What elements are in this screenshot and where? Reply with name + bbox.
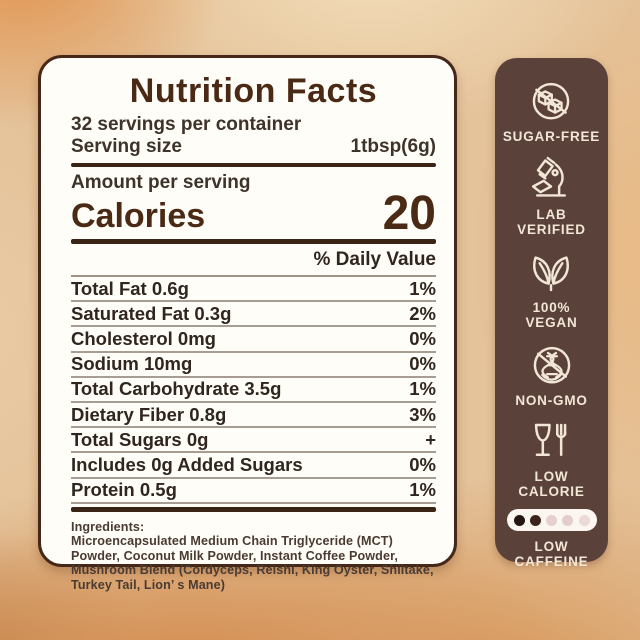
nutrient-value: 0%	[409, 327, 436, 349]
feature-badges-sidebar: SUGAR-FREE LAB VERIFIED	[495, 58, 608, 569]
glass-fork-icon	[535, 423, 567, 456]
serving-size-label: Serving size	[71, 136, 182, 157]
ingredients-text: Microencapsulated Medium Chain Triglycer…	[71, 534, 434, 593]
nutrient-row-saturated-fat: Saturated Fat 0.3g 2%	[71, 302, 436, 328]
nutrient-value: 1%	[409, 277, 436, 299]
daily-value-header: % Daily Value	[71, 247, 436, 277]
caffeine-meter	[506, 509, 597, 531]
nutrient-value: 1%	[409, 479, 436, 501]
nutrient-label: Total Carbohydrate 3.5g	[71, 378, 282, 400]
nutrient-value: 0%	[409, 353, 436, 375]
nutrient-label: Saturated Fat 0.3g	[71, 302, 232, 324]
nutrient-value: 0%	[409, 453, 436, 475]
badge-low-caffeine: LOW CAFFEINE	[506, 509, 597, 569]
caffeine-dot-filled	[513, 514, 525, 526]
badge-label: LOW CALORIE	[518, 469, 585, 499]
calories-value: 20	[382, 187, 436, 240]
badge-lab-verified: LAB VERIFIED	[517, 154, 586, 237]
badge-label: 100% VEGAN	[525, 300, 578, 330]
nutrient-row-dietary-fiber: Dietary Fiber 0.8g 3%	[71, 403, 436, 429]
calories-label: Calories	[71, 197, 206, 235]
nutrient-value: 2%	[409, 302, 436, 324]
microscope-icon	[532, 156, 567, 197]
divider-thick	[71, 506, 436, 512]
nutrient-value: 3%	[409, 403, 436, 425]
serving-size-value: 1tbsp(6g)	[350, 136, 437, 157]
nutrient-label: Total Fat 0.6g	[71, 277, 189, 299]
non-gmo-icon	[533, 346, 570, 384]
nutrient-value: +	[425, 428, 436, 450]
nutrient-row-total-carbohydrate: Total Carbohydrate 3.5g 1%	[71, 378, 436, 403]
badge-non-gmo: NON-GMO	[515, 340, 587, 408]
nutrient-label: Protein 0.5g	[71, 479, 177, 501]
serving-size-row: Serving size 1tbsp(6g)	[71, 136, 436, 157]
ingredients-block: Ingredients: Microencapsulated Medium Ch…	[71, 520, 436, 593]
badge-label: LOW CAFFEINE	[514, 539, 589, 569]
divider-thick	[71, 239, 436, 244]
servings-per-container: 32 servings per container	[71, 114, 302, 135]
badge-low-calorie: LOW CALORIE	[518, 418, 584, 499]
nutrition-facts-title: Nutrition Facts	[129, 72, 378, 110]
amount-per-serving: Amount per serving	[71, 172, 251, 193]
badge-vegan: 100% VEGAN	[525, 247, 577, 330]
nutrient-label: Sodium 10mg	[71, 353, 193, 375]
vegan-leaves-icon	[533, 256, 570, 292]
nutrient-value: 1%	[409, 378, 436, 400]
divider-thick	[71, 163, 436, 167]
badge-sugar-free: SUGAR-FREE	[503, 76, 600, 144]
ingredients-title: Ingredients:	[71, 519, 145, 534]
nutrient-row-added-sugars: Includes 0g Added Sugars 0%	[71, 453, 436, 479]
nutrient-label: Cholesterol 0mg	[71, 327, 216, 349]
nutrient-row-cholesterol: Cholesterol 0mg 0%	[71, 327, 436, 353]
sugar-free-icon	[533, 82, 570, 120]
nutrient-label: Total Sugars 0g	[71, 428, 209, 450]
caffeine-dot-empty	[562, 514, 574, 526]
badge-label: LAB VERIFIED	[517, 207, 586, 237]
nutrient-label: Dietary Fiber 0.8g	[71, 403, 227, 425]
badge-label: NON-GMO	[515, 393, 588, 408]
calories-row: Calories 20	[71, 187, 436, 240]
caffeine-dot-empty	[578, 514, 590, 526]
badge-label: SUGAR-FREE	[502, 129, 601, 144]
nutrient-row-sodium: Sodium 10mg 0%	[71, 353, 436, 378]
caffeine-dot-empty	[546, 514, 557, 526]
caffeine-dot-filled	[529, 514, 541, 526]
nutrient-row-protein: Protein 0.5g 1%	[71, 479, 436, 504]
nutrition-facts-panel: Nutrition Facts 32 servings per containe…	[38, 55, 457, 592]
nutrient-row-total-sugars: Total Sugars 0g +	[71, 428, 436, 454]
nutrient-row-total-fat: Total Fat 0.6g 1%	[71, 277, 436, 303]
nutrient-label: Includes 0g Added Sugars	[71, 453, 303, 475]
